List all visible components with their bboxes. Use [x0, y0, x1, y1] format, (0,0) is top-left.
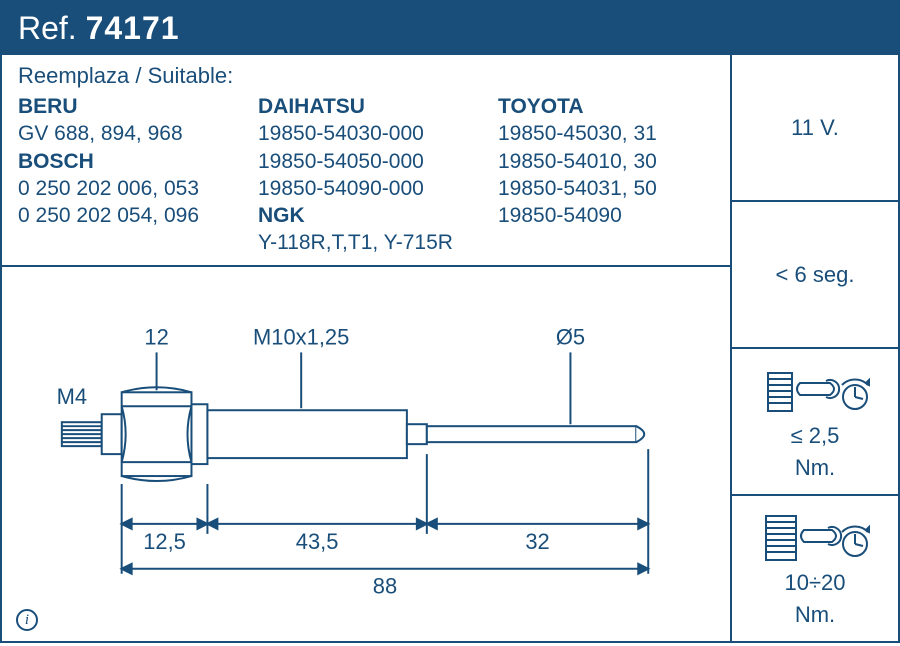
crossref-col-1: BERU GV 688, 894, 968 BOSCH 0 250 202 00… — [18, 93, 234, 257]
dim-a: 12,5 — [143, 529, 186, 554]
crossref-col-3: TOYOTA 19850-45030, 31 19850-54010, 30 1… — [498, 93, 714, 257]
label-tip: Ø5 — [556, 324, 585, 349]
side-specs: 11 V. < 6 seg. — [732, 55, 898, 641]
ref-number: 74171 — [86, 10, 180, 46]
spec-sheet: Ref. 74171 Reemplaza / Suitable: BERU GV… — [0, 0, 900, 643]
glow-plug-svg: M4 12 M10x1,25 Ø5 12,5 43,5 32 88 — [2, 267, 730, 641]
ref-line: 19850-54090-000 — [258, 175, 474, 202]
torque1-unit: Nm. — [795, 455, 835, 481]
ref-line: 19850-45030, 31 — [498, 120, 714, 147]
label-hex: 12 — [144, 324, 168, 349]
spec-torque-terminal: ≤ 2,5 Nm. — [732, 349, 898, 496]
label-m4: M4 — [57, 384, 87, 409]
ref-label: Ref. — [18, 10, 77, 46]
info-icon: i — [16, 609, 38, 631]
spec-voltage: 11 V. — [732, 55, 898, 202]
ref-line: 19850-54010, 30 — [498, 148, 714, 175]
torque1-value: ≤ 2,5 — [791, 423, 840, 449]
crossref-col-2: DAIHATSU 19850-54030-000 19850-54050-000… — [258, 93, 474, 257]
ref-line: 19850-54030-000 — [258, 120, 474, 147]
ref-line: 0 250 202 006, 053 — [18, 175, 234, 202]
subtitle: Reemplaza / Suitable: — [2, 55, 730, 93]
label-thread: M10x1,25 — [253, 324, 349, 349]
torque-body-icon — [760, 510, 870, 564]
main-panel: Reemplaza / Suitable: BERU GV 688, 894, … — [2, 55, 732, 641]
voltage-value: 11 V. — [791, 115, 839, 141]
ref-line: Y-118R,T,T1, Y-715R — [258, 229, 474, 256]
brand-beru: BERU — [18, 93, 234, 120]
ref-line: 19850-54031, 50 — [498, 175, 714, 202]
brand-daihatsu: DAIHATSU — [258, 93, 474, 120]
brand-ngk: NGK — [258, 202, 474, 229]
header-bar: Ref. 74171 — [2, 2, 898, 55]
spec-preheat-time: < 6 seg. — [732, 202, 898, 349]
technical-drawing: M4 12 M10x1,25 Ø5 12,5 43,5 32 88 i — [2, 267, 730, 641]
torque2-value: 10÷20 — [784, 570, 845, 596]
preheat-value: < 6 seg. — [776, 262, 855, 288]
brand-bosch: BOSCH — [18, 148, 234, 175]
body: Reemplaza / Suitable: BERU GV 688, 894, … — [2, 55, 898, 641]
ref-line: GV 688, 894, 968 — [18, 120, 234, 147]
torque2-unit: Nm. — [795, 602, 835, 628]
ref-line: 0 250 202 054, 096 — [18, 202, 234, 229]
dim-c: 32 — [525, 529, 549, 554]
torque-terminal-icon — [760, 363, 870, 417]
ref-line: 19850-54050-000 — [258, 148, 474, 175]
dim-b: 43,5 — [296, 529, 339, 554]
brand-toyota: TOYOTA — [498, 93, 714, 120]
cross-reference-table: BERU GV 688, 894, 968 BOSCH 0 250 202 00… — [2, 93, 730, 267]
spec-torque-body: 10÷20 Nm. — [732, 496, 898, 641]
dim-total: 88 — [373, 574, 397, 599]
ref-line: 19850-54090 — [498, 202, 714, 229]
